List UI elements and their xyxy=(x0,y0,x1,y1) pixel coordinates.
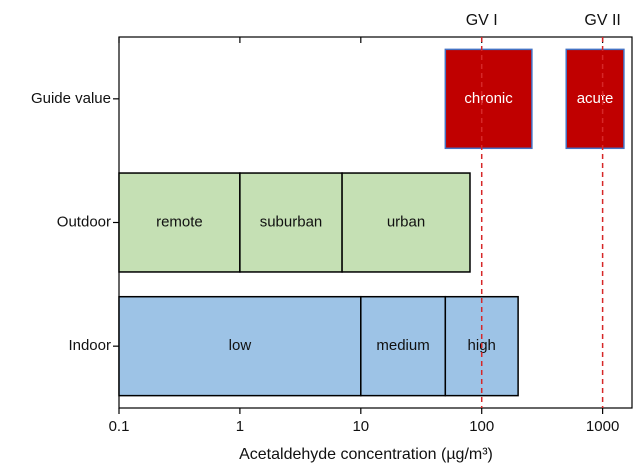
y-tick-label: Guide value xyxy=(31,90,111,107)
range-bar xyxy=(565,48,625,150)
range-bar xyxy=(444,48,533,150)
segment-label: chronic xyxy=(464,90,513,107)
x-tick-label: 1000 xyxy=(586,418,619,435)
segment-label: medium xyxy=(376,337,429,354)
x-axis-label: Acetaldehyde concentration (µg/m³) xyxy=(239,446,493,463)
y-tick-label: Indoor xyxy=(68,337,111,354)
x-tick-label: 0.1 xyxy=(109,418,130,435)
segment-label: urban xyxy=(387,213,425,230)
x-tick-label: 10 xyxy=(352,418,369,435)
reference-label: GV I xyxy=(466,12,498,29)
range-bar xyxy=(118,172,241,273)
y-tick-label: Outdoor xyxy=(57,213,111,230)
x-tick-label: 100 xyxy=(469,418,494,435)
range-bar xyxy=(360,295,447,397)
segment-label: acute xyxy=(577,90,614,107)
range-bar xyxy=(341,172,471,273)
range-bar xyxy=(118,295,362,397)
segment-label: remote xyxy=(156,213,203,230)
segment-label: suburban xyxy=(260,213,323,230)
segment-label: low xyxy=(229,337,252,354)
reference-label: GV II xyxy=(584,12,620,29)
x-tick-label: 1 xyxy=(236,418,244,435)
range-bar xyxy=(239,172,343,273)
